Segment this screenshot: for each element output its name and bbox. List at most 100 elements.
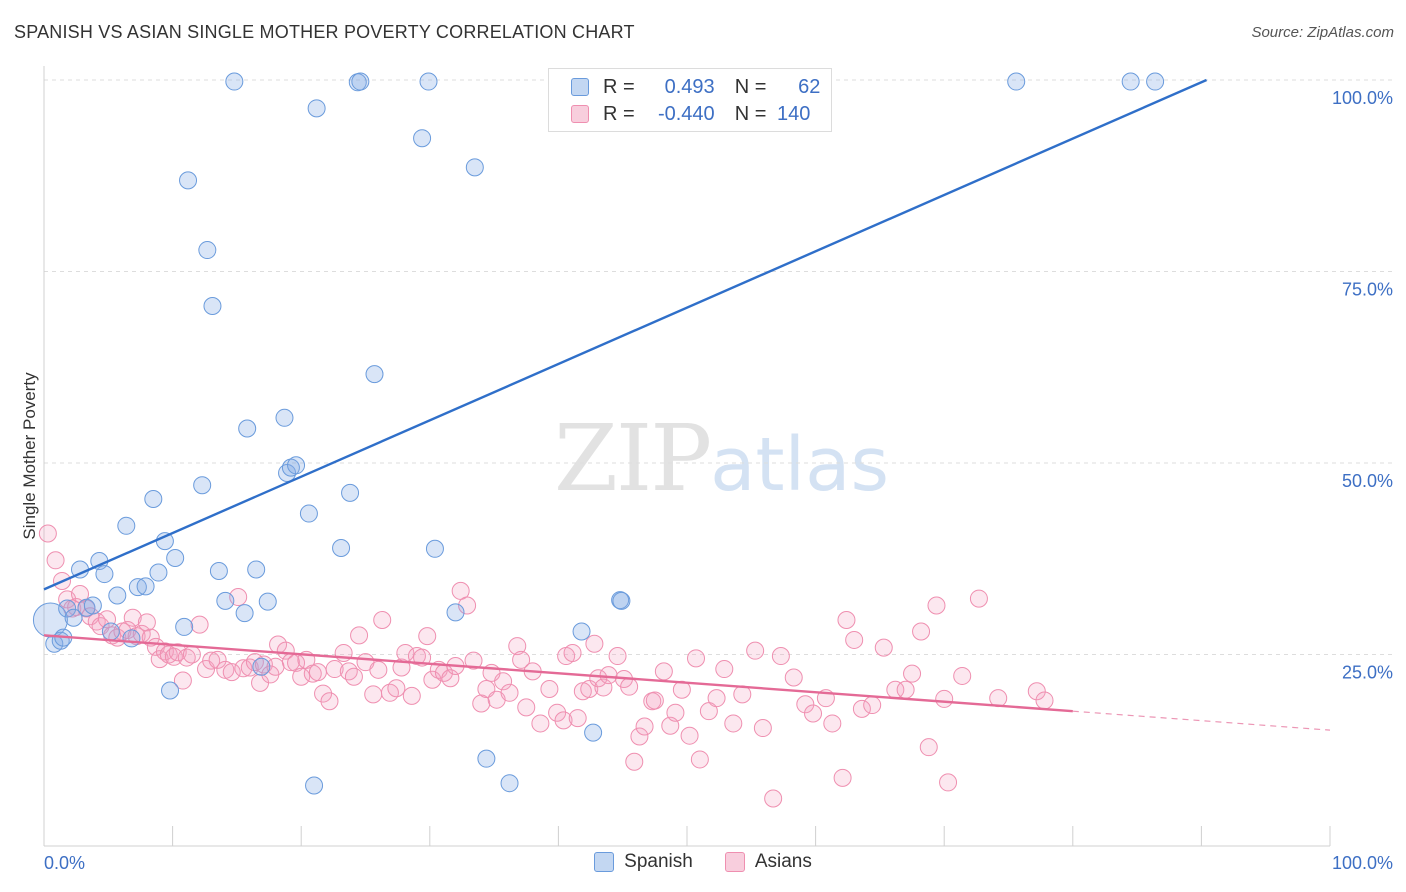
spanish-point (58, 599, 77, 618)
asians-r-label: R = (603, 102, 635, 125)
asians-point (508, 637, 527, 656)
x-tick-label: 100.0% (1332, 853, 1393, 873)
spanish-point (365, 365, 384, 384)
spanish-swatch (571, 78, 589, 96)
asians-point (540, 679, 559, 698)
asians-point (837, 611, 856, 630)
asians-point (554, 711, 573, 730)
asians-point (254, 655, 273, 674)
spanish-point (175, 617, 194, 636)
spanish-point (275, 408, 294, 427)
spanish-point (203, 296, 222, 315)
spanish-point (419, 72, 438, 91)
asians-point (202, 651, 221, 670)
asians-point (804, 704, 823, 723)
spanish-point (247, 560, 266, 579)
asians-point (392, 658, 411, 677)
spanish-r-value: 0.493 (664, 75, 715, 98)
spanish-point (198, 241, 217, 260)
spanish-point (83, 596, 102, 615)
asians-point (350, 626, 369, 645)
y-tick-label: 100.0% (1332, 88, 1393, 108)
asians-point (418, 627, 437, 646)
spanish-point (179, 171, 198, 190)
asians-point (276, 641, 295, 660)
spanish-point (149, 563, 168, 582)
legend-item-spanish: Spanish (594, 851, 693, 873)
asians-point (687, 649, 706, 668)
spanish-point (136, 577, 155, 596)
spanish-n-value: 62 (798, 75, 821, 98)
asians-point (927, 596, 946, 615)
asians-point (387, 679, 406, 698)
asians-point (46, 551, 65, 570)
chart-source: Source: ZipAtlas.com (1251, 24, 1394, 41)
spanish-point (193, 476, 212, 495)
asians-point (182, 645, 201, 664)
spanish-point (238, 419, 257, 438)
asians-point (771, 647, 790, 666)
axes (43, 66, 1331, 847)
spanish-point (258, 592, 277, 611)
spanish-point (351, 72, 370, 91)
spanish-point (166, 548, 185, 567)
asians-point (568, 709, 587, 728)
asians-point (645, 691, 664, 710)
asians-point (364, 685, 383, 704)
correlation-legend: R = 0.493 N = 62 R = -0.440 N = 140 (548, 68, 832, 132)
asians-point (823, 714, 842, 733)
spanish-point (209, 562, 228, 581)
asians-point (563, 643, 582, 662)
asians-trend-extension (1072, 710, 1331, 731)
asians-point (208, 650, 227, 669)
asians-point (625, 752, 644, 771)
asians-point (690, 750, 709, 769)
asians-point (494, 672, 513, 691)
asians-point (896, 680, 915, 699)
asians-point (472, 694, 491, 713)
asians-point (320, 692, 339, 711)
asians-point (724, 714, 743, 733)
legend-row-spanish: R = 0.493 N = 62 (571, 74, 820, 100)
asians-point (512, 650, 531, 669)
asians-point (863, 696, 882, 715)
spanish-point (64, 608, 83, 627)
asians-point (753, 719, 772, 738)
asians-point (874, 638, 893, 657)
asians-point (344, 667, 363, 686)
asians-point (292, 667, 311, 686)
spanish-point (612, 591, 631, 610)
legend-row-asians: R = -0.440 N = 140 (571, 101, 810, 127)
asians-point (969, 589, 988, 608)
asians-point (168, 643, 187, 662)
asians-point (123, 608, 142, 627)
y-tick-label: 50.0% (1342, 471, 1393, 491)
spanish-point (611, 591, 630, 610)
asians-point (548, 703, 567, 722)
spanish-trend-line (43, 78, 1208, 591)
asians-point (635, 717, 654, 736)
asians-point (38, 524, 57, 543)
asians-point (919, 738, 938, 757)
y-tick-label: 75.0% (1342, 280, 1393, 300)
chart-title: SPANISH VS ASIAN SINGLE MOTHER POVERTY C… (14, 22, 635, 42)
asians-point (707, 689, 726, 708)
y-axis-title: Single Mother Poverty (20, 372, 39, 540)
asians-point (464, 651, 483, 670)
asians-point (314, 684, 333, 703)
asians-point (654, 662, 673, 681)
spanish-r-label: R = (603, 75, 635, 98)
asians-point (746, 641, 765, 660)
spanish-point (413, 129, 432, 148)
trend-lines (43, 78, 1331, 731)
asians-point (666, 703, 685, 722)
asians-legend-swatch (724, 852, 745, 872)
asians-point (796, 695, 815, 714)
spanish-point (1121, 72, 1140, 91)
y-tick-label: 25.0% (1342, 663, 1393, 683)
watermark-atlas: atlas (710, 422, 889, 508)
spanish-point (287, 456, 306, 475)
asians-point (1027, 682, 1046, 701)
asians-point (680, 726, 699, 745)
